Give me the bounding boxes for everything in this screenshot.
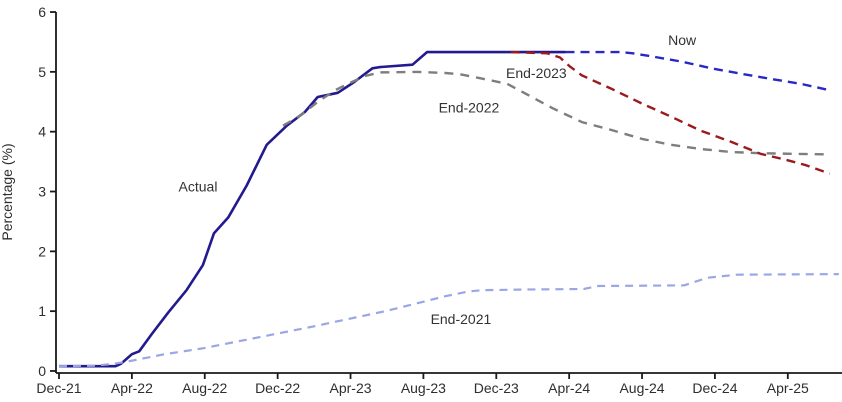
y-tick-label-5: 5 (38, 64, 46, 80)
series-line-end-2022 (282, 70, 828, 156)
y-tick-label-2: 2 (38, 243, 46, 259)
series-label-actual: Actual (179, 179, 218, 195)
series-label-end-2022: End-2022 (439, 100, 500, 116)
series-label-now: Now (668, 32, 697, 48)
x-tick-label-2: Aug-22 (182, 380, 227, 396)
x-tick-label-9: Dec-24 (692, 380, 737, 396)
series-line-end-2021 (58, 273, 839, 368)
y-tick-label-0: 0 (38, 363, 46, 379)
x-tick-label-5: Aug-23 (401, 380, 446, 396)
y-tick-label-4: 4 (38, 124, 46, 140)
x-tick-label-3: Dec-22 (255, 380, 300, 396)
x-tick-label-4: Apr-23 (330, 380, 372, 396)
y-tick-label-1: 1 (38, 303, 46, 319)
y-tick-label-6: 6 (38, 4, 46, 20)
y-tick-label-3: 3 (38, 184, 46, 200)
x-tick-label-1: Apr-22 (111, 380, 153, 396)
y-axis-label: Percentage (%) (0, 143, 15, 240)
x-tick-label-8: Aug-24 (619, 380, 664, 396)
series-label-end-2021: End-2021 (431, 311, 492, 327)
x-tick-label-6: Dec-23 (474, 380, 519, 396)
series-label-end-2023: End-2023 (506, 65, 567, 81)
x-tick-label-10: Apr-25 (767, 380, 809, 396)
series-line-now (565, 50, 829, 91)
x-tick-label-7: Apr-24 (548, 380, 590, 396)
x-tick-label-0: Dec-21 (36, 380, 81, 396)
series-line-actual (59, 50, 566, 368)
series-line-end-2023 (510, 50, 831, 175)
